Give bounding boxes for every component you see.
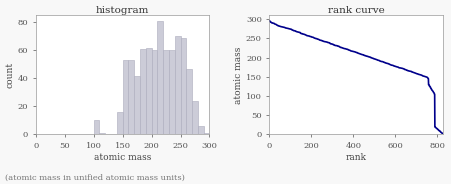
Bar [146,48,152,135]
Title: rank curve: rank curve [328,6,385,15]
Bar [117,112,123,135]
Bar [134,76,140,135]
Bar [192,101,198,135]
Bar [198,126,204,135]
X-axis label: rank: rank [346,153,367,162]
Bar [169,50,175,135]
Bar [204,133,209,135]
Bar [99,133,105,135]
Bar [175,36,180,135]
Bar [180,38,186,135]
Title: histogram: histogram [96,6,149,15]
Text: (atomic mass in unified atomic mass units): (atomic mass in unified atomic mass unit… [5,174,184,182]
Bar [152,50,157,135]
Bar [94,121,99,135]
X-axis label: atomic mass: atomic mass [94,153,151,162]
Bar [163,50,169,135]
Bar [140,49,146,135]
Y-axis label: atomic mass: atomic mass [234,46,243,104]
Y-axis label: count: count [5,62,14,88]
Bar [157,21,163,135]
Bar [123,60,129,135]
Bar [186,69,192,135]
Bar [129,60,134,135]
